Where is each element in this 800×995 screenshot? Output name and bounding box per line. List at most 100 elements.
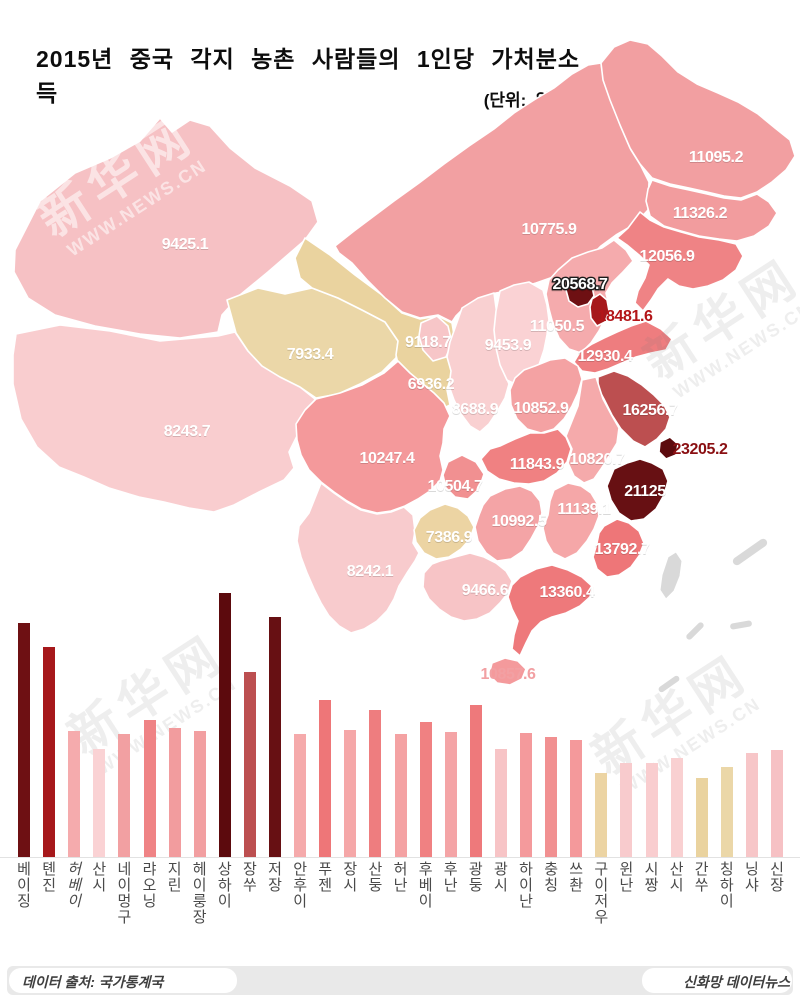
province-ningxia [418, 315, 453, 362]
bar-tianjin [43, 647, 56, 857]
map-value-hebei: 11050.5 [530, 318, 585, 335]
map-value-guangxi: 9466.6 [462, 582, 509, 599]
map-value-guangdong: 13360.4 [539, 584, 595, 601]
bar-chongqing [545, 737, 558, 857]
bar-anhui [294, 734, 307, 857]
bar-gansu [695, 778, 708, 857]
province-guizhou [413, 503, 475, 560]
province-guangdong [507, 564, 593, 657]
bar-sichuan [570, 740, 583, 857]
map-value-shandong: 12930.4 [577, 348, 633, 365]
map-value-fujian: 13792.7 [594, 541, 650, 558]
province-beijing [565, 280, 595, 308]
province-jilin [645, 179, 778, 242]
bar-jilin [168, 728, 181, 857]
bar-qinghai [720, 767, 733, 857]
province-value-labels: 20568.7 18481.6 11050.5 9453.9 10775.9 1… [162, 149, 744, 683]
bar-henan [394, 734, 407, 857]
province-fujian [592, 518, 645, 578]
map-value-henan: 10852.9 [513, 400, 569, 417]
map-value-inner-mongolia: 10775.9 [521, 221, 577, 238]
map-value-ningxia: 9118.7 [405, 334, 451, 351]
bar-guangdong [469, 705, 482, 857]
bar-guizhou [595, 773, 608, 857]
bar-zhejiang [269, 617, 281, 857]
map-value-tibet: 8243.7 [164, 423, 211, 440]
province-anhui [565, 376, 620, 484]
bar-tibet [645, 763, 658, 857]
map-value-beijing: 20568.7 [552, 276, 608, 293]
footer-source-pill [9, 968, 237, 993]
province-shanghai [658, 436, 679, 460]
map-value-shaanxi: 8688.9 [452, 401, 499, 418]
credit: 신화망 데이터뉴스 [683, 974, 790, 990]
province-shandong [573, 320, 673, 374]
map-value-sichuan: 10247.4 [359, 450, 415, 467]
province-zhejiang [606, 458, 669, 522]
province-yunnan [296, 482, 420, 634]
province-liaoning [616, 211, 744, 312]
map-value-shanxi: 9453.9 [485, 337, 532, 354]
province-tianjin [589, 293, 610, 327]
province-hubei [480, 428, 572, 485]
island-chain [732, 538, 768, 566]
province-chongqing [442, 454, 485, 500]
sea-dash [658, 675, 680, 693]
map-value-qinghai: 7933.4 [287, 346, 334, 363]
province-henan [509, 357, 583, 434]
page-title: 2015년 중국 각지 농촌 사람들의 1인당 가처분소득 [36, 46, 581, 106]
bar-jiangxi [344, 730, 357, 857]
map-value-gansu: 6936.2 [408, 376, 455, 393]
island-taiwan [659, 551, 683, 600]
province-jiangxi [542, 482, 600, 560]
bar-hunan [444, 732, 457, 857]
bar-xinjiang [771, 750, 783, 857]
province-sichuan [295, 360, 451, 514]
x-axis-line [0, 857, 800, 858]
map-value-anhui: 10820.7 [569, 451, 625, 468]
map-value-jiangxi: 11139.1 [557, 501, 611, 518]
map-value-zhejiang: 21125 [624, 483, 666, 500]
map-value-chongqing: 10504.7 [427, 478, 483, 495]
bar-shanghai [218, 593, 231, 857]
bar-heilongjiang [193, 731, 206, 857]
map-value-hainan: 10857.6 [480, 666, 536, 683]
map-value-hubei: 11843.9 [510, 456, 565, 473]
map-value-xinjiang: 9425.1 [162, 236, 209, 253]
bar-shaanxi [670, 758, 683, 857]
map-value-heilongjiang: 11095.2 [689, 149, 744, 166]
bar-guangxi [494, 749, 507, 857]
map-value-hunan: 10992.5 [491, 513, 547, 530]
province-hunan [474, 485, 543, 562]
bar-jiangsu [243, 672, 256, 857]
province-shapes [12, 39, 796, 693]
bar-fujian [319, 700, 332, 857]
province-tibet [12, 324, 316, 513]
bar-hubei [419, 722, 432, 857]
map-value-guizhou: 7386.9 [426, 529, 473, 546]
data-source: 데이터 출처: 국가통계국 [22, 974, 164, 990]
